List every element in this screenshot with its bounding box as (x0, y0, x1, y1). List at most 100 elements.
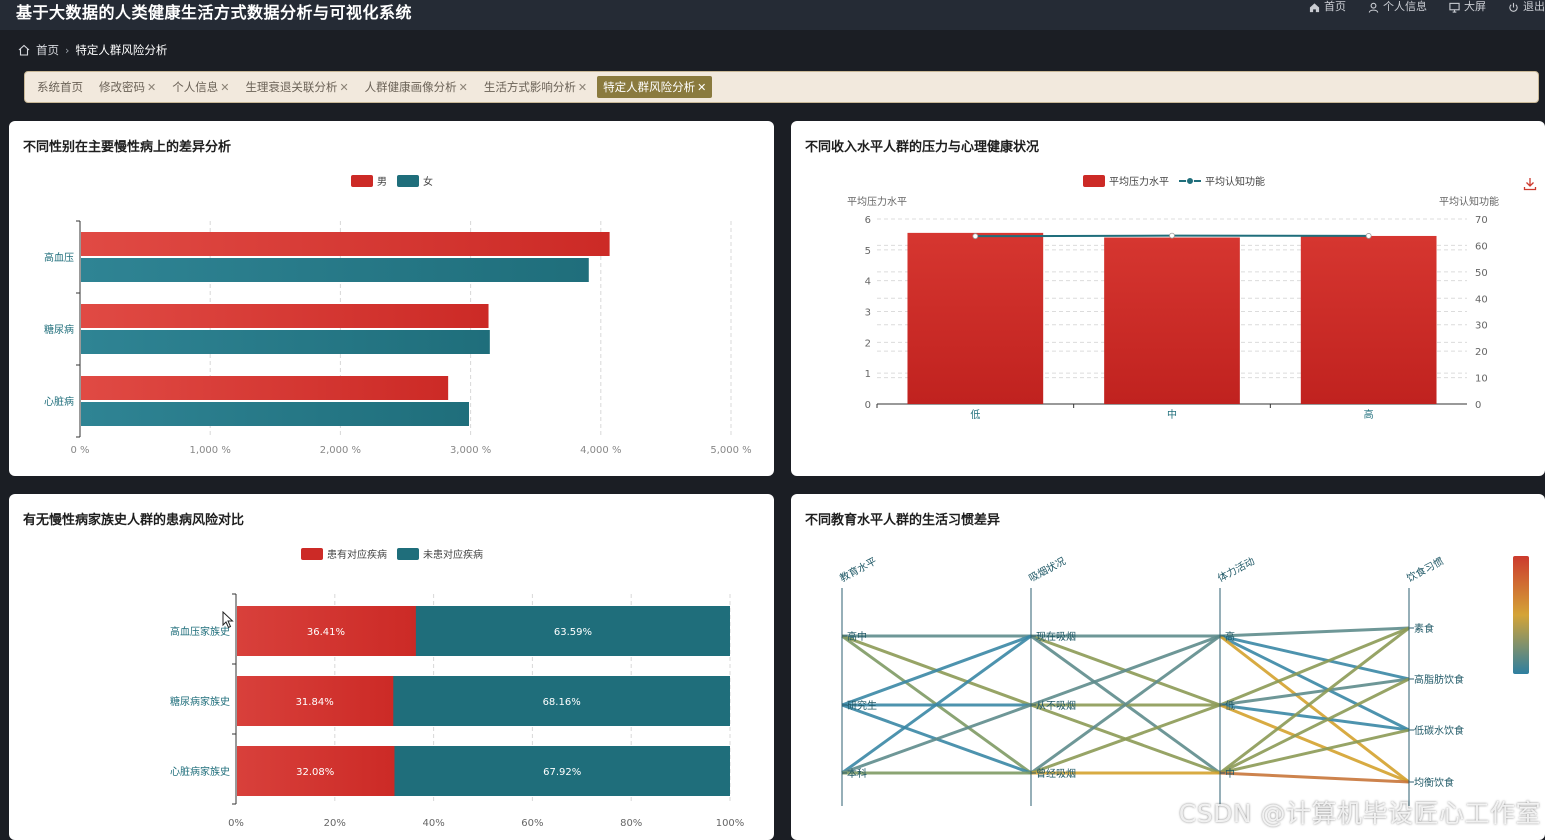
y-tick-label-left: 5 (865, 246, 871, 257)
legend-label: 未患对应疾病 (423, 550, 483, 561)
legend-swatch (351, 174, 373, 187)
legend-item-stress[interactable]: 平均压力水平 (1083, 173, 1169, 188)
download-icon[interactable] (1523, 177, 1537, 191)
app-header: 基于大数据的人类健康生活方式数据分析与可视化系统 首页 个人信息 大屏 退出 (0, 0, 1545, 30)
x-tick-label: 中 (1167, 408, 1177, 421)
parallel-line (1219, 634, 1410, 784)
top-nav-dashboard[interactable]: 大屏 (1449, 0, 1486, 14)
bar-女 (81, 330, 490, 354)
tab-label: 特定人群风险分析 (603, 80, 696, 94)
tab-profile[interactable]: 个人信息 ✕ (166, 76, 235, 98)
data-label: 67.92% (543, 767, 581, 778)
x-tick-label: 3,000 % (450, 445, 491, 456)
parallel-axis-name: 饮食习惯 (1404, 554, 1445, 584)
tab-decline-analysis[interactable]: 生理衰退关联分析 ✕ (239, 76, 354, 98)
axis-category-label: 高脂肪饮食 (1414, 673, 1464, 686)
tab-lifestyle-analysis[interactable]: 生活方式影响分析 ✕ (478, 76, 593, 98)
bar-男 (81, 376, 449, 400)
parallel-line (1219, 634, 1410, 681)
parallel-line (841, 634, 1032, 707)
axis-category-label: 曾经吸烟 (1036, 767, 1076, 780)
x-tick-label: 0% (228, 818, 244, 829)
y-tick-label: 糖尿病 (44, 323, 74, 336)
tab-portrait-analysis[interactable]: 人群健康画像分析 ✕ (359, 76, 474, 98)
x-tick-label: 80% (620, 818, 642, 829)
top-nav-logout-label: 退出 (1523, 0, 1545, 13)
tab-risk-analysis[interactable]: 特定人群风险分析 ✕ (597, 76, 713, 98)
bar-男 (81, 232, 610, 256)
legend-item-female[interactable]: 女 (397, 173, 433, 188)
x-tick-label: 20% (324, 818, 346, 829)
point-cognition (972, 233, 979, 240)
legend-swatch (397, 547, 419, 560)
parallel-line (1219, 626, 1410, 775)
point-cognition (1169, 232, 1175, 239)
y-tick-label-left: 4 (865, 277, 871, 288)
parallel-axis-name: 教育水平 (837, 554, 878, 584)
tab-home[interactable]: 系统首页 (31, 76, 89, 98)
top-nav-dashboard-label: 大屏 (1464, 0, 1486, 13)
tab-label: 修改密码 (99, 80, 145, 94)
tab-change-password[interactable]: 修改密码 ✕ (93, 76, 162, 98)
gender-disease-chart: 0 % 1,000 % 2,000 % 3,000 % 4,000 % 5,000 % 高血… (44, 220, 752, 456)
axis-category-label: 中 (1225, 767, 1235, 780)
family-history-chart: 0% 20% 40% 60% 80% 100% 高血压家族史 36.41% 63.59% 糖尿病家… (170, 593, 745, 829)
y-tick-label-left: 6 (865, 215, 871, 226)
bar-女 (81, 258, 589, 282)
top-nav-profile-label: 个人信息 (1383, 0, 1427, 13)
close-icon[interactable]: ✕ (220, 80, 230, 94)
y-tick-label-left: 2 (865, 338, 871, 349)
home-icon (1309, 2, 1320, 12)
power-icon (1509, 2, 1518, 12)
legend-item-cognition[interactable]: 平均认知功能 (1179, 173, 1265, 188)
legend-item-male[interactable]: 男 (351, 173, 387, 188)
tab-label: 系统首页 (37, 80, 83, 94)
top-nav-home[interactable]: 首页 (1309, 0, 1346, 14)
x-tick-label: 60% (521, 818, 543, 829)
top-nav-profile[interactable]: 个人信息 (1368, 0, 1427, 14)
tab-label: 人群健康画像分析 (364, 80, 457, 94)
visual-map-bar (1513, 556, 1529, 674)
y-tick-label-right: 0 (1475, 400, 1481, 411)
y-tick-label: 高血压 (44, 251, 74, 264)
bar-未患对应疾病 (394, 746, 730, 796)
parallel-line (1030, 703, 1221, 775)
legend-item-diseased[interactable]: 患有对应疾病 (301, 546, 387, 561)
top-nav-home-label: 首页 (1324, 0, 1346, 13)
breadcrumb: 首页 › 特定人群风险分析 (18, 42, 167, 58)
chart-panel-family-history: 有无慢性病家族史人群的患病风险对比 患有对应疾病 未患对应疾病 0% 20% 40%… (9, 494, 774, 840)
monitor-icon (1449, 2, 1460, 13)
close-icon[interactable]: ✕ (339, 80, 349, 94)
axis-category-label: 研究生 (847, 699, 877, 712)
chart-panel-income-stress: 不同收入水平人群的压力与心理健康状况 平均压力水平 平均认知功能 平均压力水平平… (791, 121, 1545, 476)
close-icon[interactable]: ✕ (147, 80, 157, 94)
legend-item-healthy[interactable]: 未患对应疾病 (397, 546, 483, 561)
x-tick-label: 100% (716, 818, 745, 829)
bar-男 (81, 304, 489, 328)
parallel-line (1219, 626, 1410, 707)
breadcrumb-home[interactable]: 首页 (36, 43, 59, 57)
y-tick-label-left: 0 (865, 400, 871, 411)
chevron-right-icon: › (65, 43, 70, 57)
data-label: 31.84% (296, 697, 334, 708)
tab-label: 个人信息 (172, 80, 219, 94)
legend-swatch (301, 547, 323, 560)
y-axis-title-left: 平均压力水平 (847, 195, 907, 208)
app-title: 基于大数据的人类健康生活方式数据分析与可视化系统 (16, 3, 413, 22)
legend-label: 男 (377, 177, 387, 188)
close-icon[interactable]: ✕ (577, 80, 588, 94)
data-label: 68.16% (543, 697, 581, 708)
y-tick-label: 高血压家族史 (170, 625, 230, 638)
x-tick-label: 4,000 % (580, 445, 621, 456)
y-tick-label-left: 1 (865, 369, 871, 380)
bar-患有对应疾病 (237, 746, 396, 796)
close-icon[interactable]: ✕ (458, 80, 468, 94)
x-tick-label: 高 (1364, 408, 1374, 421)
bar-stress (1104, 237, 1240, 404)
tab-bar: 系统首页 修改密码 ✕ 个人信息 ✕ 生理衰退关联分析 ✕ 人群健康画像分析 ✕ 生活方… (24, 71, 1539, 103)
top-nav-logout[interactable]: 退出 (1508, 0, 1545, 14)
bar-未患对应疾病 (415, 606, 730, 656)
chart-title: 有无慢性病家族史人群的患病风险对比 (23, 513, 245, 528)
close-icon[interactable]: ✕ (697, 80, 707, 94)
